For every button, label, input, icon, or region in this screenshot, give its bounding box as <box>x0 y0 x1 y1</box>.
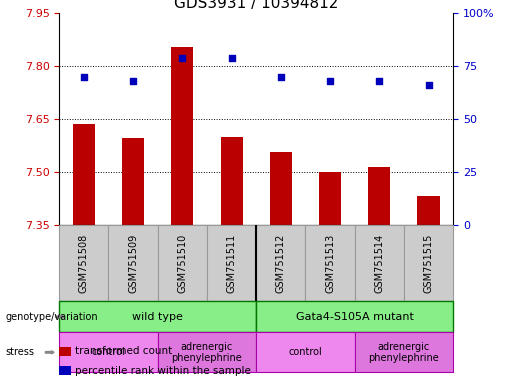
Text: control: control <box>92 347 125 358</box>
Text: transformed count: transformed count <box>75 346 172 356</box>
Bar <box>256 225 305 301</box>
Text: percentile rank within the sample: percentile rank within the sample <box>75 366 251 376</box>
Point <box>375 78 384 84</box>
Point <box>277 74 285 80</box>
Point <box>228 55 236 61</box>
Bar <box>59 225 109 301</box>
Bar <box>418 197 440 225</box>
Bar <box>220 137 243 225</box>
Point <box>178 55 186 61</box>
Bar <box>305 225 355 301</box>
Point <box>424 82 433 88</box>
Text: GSM751512: GSM751512 <box>276 233 286 293</box>
Text: GSM751514: GSM751514 <box>374 233 384 293</box>
Text: GSM751511: GSM751511 <box>227 233 236 293</box>
Bar <box>355 225 404 301</box>
Text: wild type: wild type <box>132 312 183 322</box>
Point <box>80 74 88 80</box>
Bar <box>319 172 341 225</box>
Bar <box>270 152 292 225</box>
Bar <box>404 225 453 301</box>
Bar <box>59 332 158 372</box>
Bar <box>256 332 355 372</box>
Bar <box>368 167 390 225</box>
Point <box>129 78 137 84</box>
Bar <box>158 332 256 372</box>
Text: Gata4-S105A mutant: Gata4-S105A mutant <box>296 312 414 322</box>
Bar <box>171 47 194 225</box>
Text: GSM751508: GSM751508 <box>79 233 89 293</box>
Text: GSM751509: GSM751509 <box>128 233 138 293</box>
Text: GSM751510: GSM751510 <box>177 233 187 293</box>
Bar <box>59 301 256 332</box>
Text: adrenergic
phenylephrine: adrenergic phenylephrine <box>171 341 243 363</box>
Bar <box>207 225 256 301</box>
Text: stress: stress <box>5 347 34 358</box>
Bar <box>122 138 144 225</box>
Bar <box>109 225 158 301</box>
Text: GSM751513: GSM751513 <box>325 233 335 293</box>
Text: control: control <box>288 347 322 358</box>
Text: GSM751515: GSM751515 <box>423 233 434 293</box>
Bar <box>355 332 453 372</box>
Text: adrenergic
phenylephrine: adrenergic phenylephrine <box>369 341 439 363</box>
Bar <box>158 225 207 301</box>
Bar <box>73 124 95 225</box>
Point <box>326 78 334 84</box>
Bar <box>256 301 453 332</box>
Title: GDS3931 / 10394812: GDS3931 / 10394812 <box>174 0 338 11</box>
Text: genotype/variation: genotype/variation <box>5 312 98 322</box>
